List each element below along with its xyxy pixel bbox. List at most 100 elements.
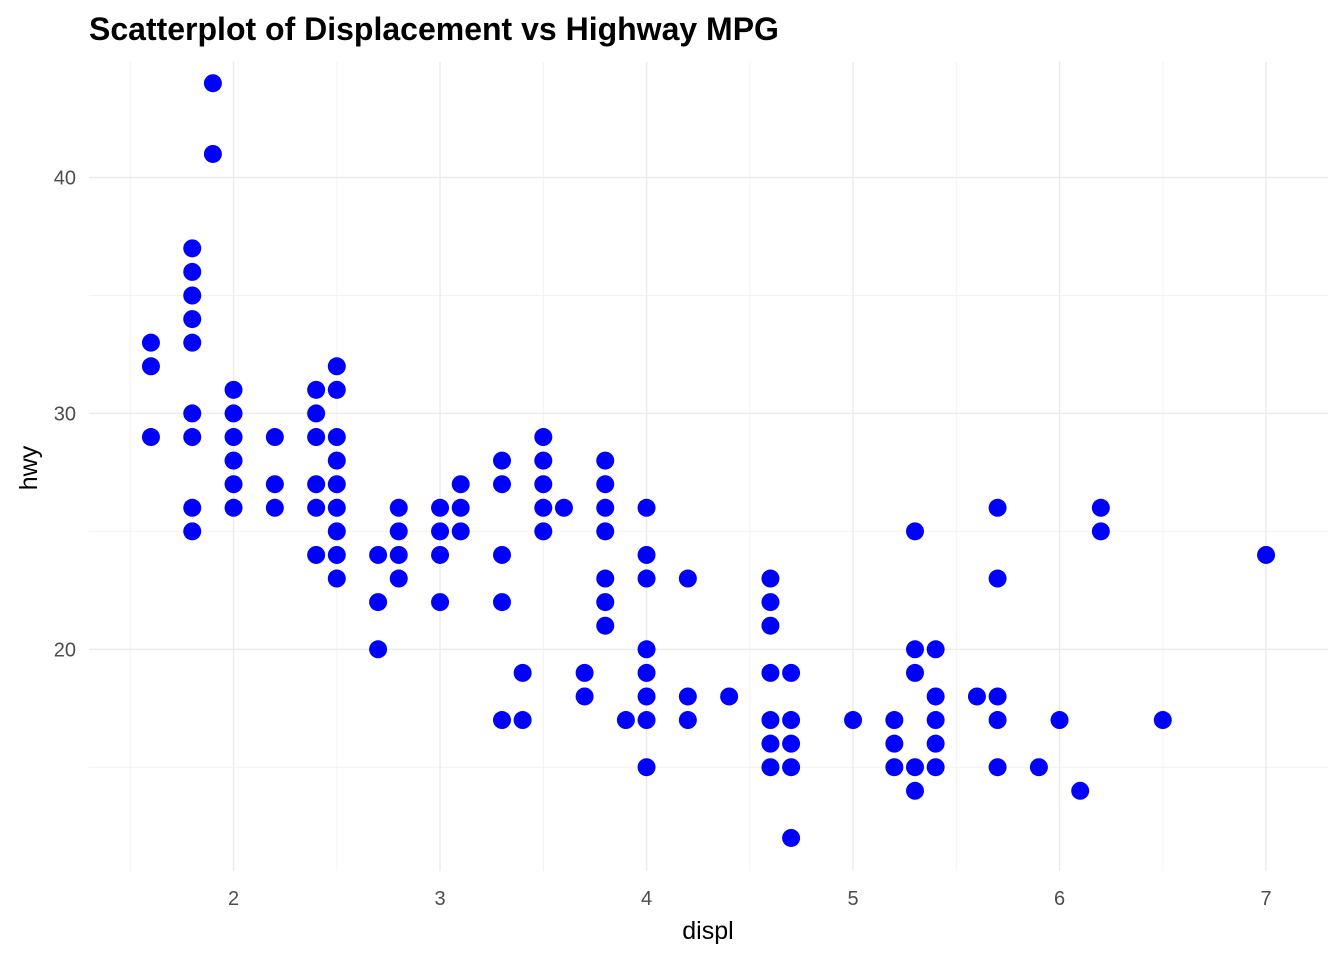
data-point [967,687,986,706]
grid-lines [89,62,1328,871]
data-point [493,451,511,470]
data-point [637,545,656,564]
data-point [1091,498,1110,517]
chart-title: Scatterplot of Displacement vs Highway M… [89,11,779,47]
data-point [637,663,656,682]
data-point [761,663,780,682]
data-point [1071,781,1090,800]
data-point [988,687,1007,706]
data-point [782,663,801,682]
data-point [554,498,573,517]
data-point [534,522,553,541]
data-point [906,640,924,659]
x-axis-ticks: 2 3 4 5 6 7 [228,888,1272,910]
data-point [265,498,284,517]
data-point [637,569,656,588]
data-point [885,758,904,777]
data-point [431,522,450,541]
data-point [906,663,924,682]
data-point [761,616,780,635]
data-point [761,758,780,777]
data-point [183,239,202,258]
data-point [224,428,243,447]
data-point [678,711,697,730]
data-point [1029,758,1048,777]
data-point [988,758,1007,777]
data-point [782,711,801,730]
data-point [596,616,615,635]
data-point [534,475,553,494]
data-point [596,569,615,588]
data-point [224,475,243,494]
x-tick-label: 4 [641,888,652,910]
data-point [224,451,243,470]
data-point [327,498,346,517]
data-point [307,498,326,517]
data-point [596,475,615,494]
data-point [203,144,222,163]
data-point [782,758,801,777]
data-point [637,687,656,706]
data-point [493,545,511,564]
data-point [369,640,388,659]
data-point [596,593,615,612]
data-point [141,357,160,376]
y-tick-label: 20 [54,639,76,661]
data-point [761,711,780,730]
x-tick-label: 6 [1054,888,1065,910]
data-point [224,404,243,423]
data-point [307,380,326,399]
data-point [327,451,346,470]
data-point [183,428,202,447]
y-axis-ticks: 20 30 40 [54,168,76,662]
data-point [575,687,594,706]
data-point [1050,711,1069,730]
data-point [534,428,553,447]
data-point [183,286,202,305]
data-point [327,475,346,494]
data-point [389,569,408,588]
data-point [389,545,408,564]
data-point [844,711,863,730]
data-point [720,687,739,706]
data-point [224,498,243,517]
data-point [307,428,326,447]
data-point [575,663,594,682]
data-point [926,711,945,730]
data-point [926,734,945,753]
data-point [327,569,346,588]
data-point [327,522,346,541]
data-point [451,475,470,494]
data-point [183,404,202,423]
data-point [389,522,408,541]
data-point [1153,711,1172,730]
data-point [534,451,553,470]
data-point [637,758,656,777]
data-points [141,74,1276,847]
data-point [616,711,635,730]
data-point [327,428,346,447]
data-point [596,498,615,517]
data-point [224,380,243,399]
data-point [451,522,470,541]
data-point [926,640,945,659]
data-point [265,428,284,447]
data-point [513,711,532,730]
x-tick-label: 7 [1260,888,1271,910]
data-point [761,734,780,753]
data-point [782,828,801,847]
data-point [307,404,326,423]
data-point [637,640,656,659]
y-tick-label: 40 [54,168,76,190]
data-point [534,498,553,517]
data-point [1257,545,1276,564]
data-point [369,545,388,564]
data-point [327,545,346,564]
data-point [451,498,470,517]
data-point [988,498,1007,517]
data-point [637,498,656,517]
x-tick-label: 5 [847,888,858,910]
data-point [183,522,202,541]
